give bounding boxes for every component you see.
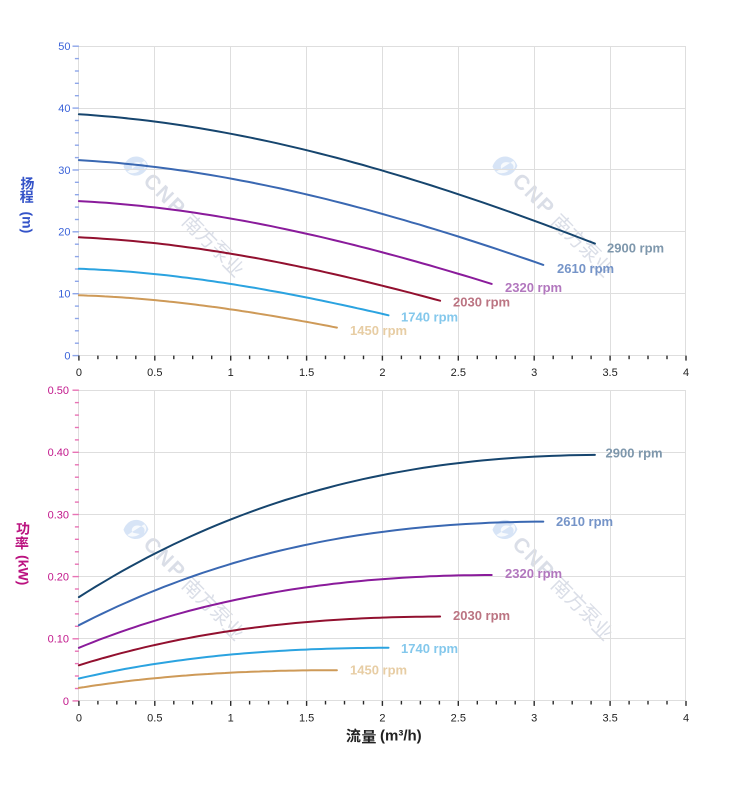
svg-text:2.5: 2.5 [451, 367, 466, 379]
svg-text:(kW): (kW) [16, 555, 32, 585]
svg-text:2610 rpm: 2610 rpm [556, 514, 613, 529]
svg-text:2320 rpm: 2320 rpm [505, 566, 562, 581]
svg-text:2: 2 [379, 712, 385, 724]
svg-text:2900 rpm: 2900 rpm [607, 241, 664, 256]
svg-text:0.50: 0.50 [48, 385, 69, 397]
svg-text:1.5: 1.5 [299, 712, 314, 724]
svg-text:1: 1 [228, 367, 234, 379]
svg-text:3: 3 [531, 712, 537, 724]
svg-text:30: 30 [58, 165, 70, 177]
svg-text:1.5: 1.5 [299, 367, 314, 379]
svg-text:40: 40 [58, 103, 70, 115]
svg-text:0: 0 [64, 351, 70, 363]
svg-text:(m³/h): (m³/h) [380, 727, 422, 744]
svg-text:2.5: 2.5 [451, 712, 466, 724]
svg-text:0.30: 0.30 [48, 509, 69, 521]
svg-text:4: 4 [683, 712, 689, 724]
svg-text:0.10: 0.10 [48, 634, 69, 646]
svg-text:1450 rpm: 1450 rpm [350, 662, 407, 677]
svg-text:0.5: 0.5 [147, 712, 162, 724]
svg-text:2: 2 [379, 367, 385, 379]
svg-text:3.5: 3.5 [602, 367, 617, 379]
svg-text:3.5: 3.5 [602, 712, 617, 724]
svg-text:(m): (m) [20, 212, 36, 234]
svg-text:50: 50 [58, 41, 70, 53]
svg-text:0: 0 [76, 367, 82, 379]
svg-text:0.40: 0.40 [48, 447, 69, 459]
svg-text:2030 rpm: 2030 rpm [453, 608, 510, 623]
svg-text:1: 1 [228, 712, 234, 724]
svg-text:2610 rpm: 2610 rpm [557, 261, 614, 276]
svg-text:1450 rpm: 1450 rpm [350, 323, 407, 338]
svg-text:0.20: 0.20 [48, 572, 69, 584]
svg-text:4: 4 [683, 367, 689, 379]
svg-text:2320 rpm: 2320 rpm [505, 280, 562, 295]
svg-text:3: 3 [531, 367, 537, 379]
svg-text:2900 rpm: 2900 rpm [606, 446, 663, 461]
svg-text:2030 rpm: 2030 rpm [453, 295, 510, 310]
svg-text:0: 0 [76, 712, 82, 724]
svg-text:1740 rpm: 1740 rpm [401, 310, 458, 325]
svg-text:10: 10 [58, 289, 70, 301]
svg-text:20: 20 [58, 227, 70, 239]
svg-text:0: 0 [63, 696, 69, 708]
svg-text:0.5: 0.5 [147, 367, 162, 379]
svg-text:1740 rpm: 1740 rpm [401, 641, 458, 656]
